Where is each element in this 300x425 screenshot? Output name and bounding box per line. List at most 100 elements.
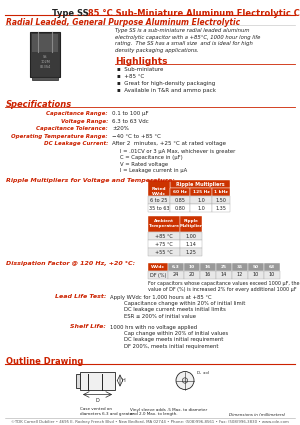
Bar xyxy=(170,187,190,196)
Bar xyxy=(200,263,216,270)
Bar xyxy=(264,263,280,270)
Text: value of DF (%) is increased 2% for every additional 1000 μF: value of DF (%) is increased 2% for ever… xyxy=(148,287,296,292)
Bar xyxy=(32,77,58,80)
Text: Type SS: Type SS xyxy=(52,9,88,18)
Text: 14: 14 xyxy=(221,272,227,278)
Text: Outline Drawing: Outline Drawing xyxy=(6,357,83,366)
Bar xyxy=(148,240,180,247)
Text: 1.25: 1.25 xyxy=(186,249,196,255)
Bar xyxy=(212,187,230,196)
Text: 1000 hrs with no voltage applied: 1000 hrs with no voltage applied xyxy=(110,325,197,329)
Text: 1.0: 1.0 xyxy=(197,198,205,202)
Text: Vinyl sleeve adds .5 Max. to diameter
and 2.0 Max. to length.: Vinyl sleeve adds .5 Max. to diameter an… xyxy=(130,408,207,416)
Text: ESR ≤ 200% of initial value: ESR ≤ 200% of initial value xyxy=(124,314,196,319)
Text: Capacitance Range:: Capacitance Range: xyxy=(46,111,108,116)
Bar xyxy=(170,204,190,212)
Text: +75 °C: +75 °C xyxy=(155,241,173,246)
Text: D, ±d: D, ±d xyxy=(197,371,209,376)
Bar xyxy=(148,204,170,212)
Bar xyxy=(30,32,60,77)
Bar xyxy=(248,270,264,278)
Text: Dissipation Factor @ 120 Hz, +20 °C:: Dissipation Factor @ 120 Hz, +20 °C: xyxy=(6,261,135,266)
Text: 12: 12 xyxy=(237,272,243,278)
Text: Lead Life Test:: Lead Life Test: xyxy=(55,295,106,300)
Text: D: D xyxy=(96,397,99,402)
Bar xyxy=(148,179,170,196)
Text: Ripple
Multiplier: Ripple Multiplier xyxy=(179,219,203,228)
Text: 1.0: 1.0 xyxy=(197,206,205,210)
Text: Operating Temperature Range:: Operating Temperature Range: xyxy=(11,133,108,139)
Text: 10: 10 xyxy=(189,265,195,269)
Text: 10: 10 xyxy=(253,272,259,278)
Bar xyxy=(148,215,180,232)
Text: 35: 35 xyxy=(237,265,243,269)
Text: density packaging applications.: density packaging applications. xyxy=(115,48,199,53)
Text: Type SS is a sub-miniature radial leaded aluminum: Type SS is a sub-miniature radial leaded… xyxy=(115,28,250,33)
Text: 0.1 to 100 μF: 0.1 to 100 μF xyxy=(112,111,148,116)
Text: 0.85: 0.85 xyxy=(175,198,185,202)
Text: DF 200%, meets initial requirement: DF 200%, meets initial requirement xyxy=(124,344,218,349)
Bar xyxy=(184,263,200,270)
Bar xyxy=(212,204,230,212)
Text: 85 °C Sub-Miniature Aluminum Electrolytic Capacitors: 85 °C Sub-Miniature Aluminum Electrolyti… xyxy=(85,9,300,18)
Text: I = .01CV or 3 μA Max, whichever is greater: I = .01CV or 3 μA Max, whichever is grea… xyxy=(120,148,236,153)
Text: DF (%): DF (%) xyxy=(150,272,166,278)
Text: C = Capacitance in (μF): C = Capacitance in (μF) xyxy=(120,155,183,160)
Bar xyxy=(200,270,216,278)
Bar xyxy=(190,196,212,204)
Bar xyxy=(148,270,168,278)
Text: ±20%: ±20% xyxy=(112,126,129,131)
Text: DC leakage current meets initial limits: DC leakage current meets initial limits xyxy=(124,308,226,312)
Text: ▪  Available in T&R and ammo pack: ▪ Available in T&R and ammo pack xyxy=(117,88,216,93)
Text: DC Leakage Current:: DC Leakage Current: xyxy=(44,141,108,146)
Text: Case vented on
diameters 6.3 and greater: Case vented on diameters 6.3 and greater xyxy=(80,408,134,416)
Text: For capacitors whose capacitance values exceed 1000 μF, the: For capacitors whose capacitance values … xyxy=(148,281,299,286)
Text: 16: 16 xyxy=(205,272,211,278)
Bar xyxy=(216,263,232,270)
Bar xyxy=(168,270,184,278)
Bar xyxy=(216,270,232,278)
Text: 0.80: 0.80 xyxy=(175,206,185,210)
Text: Rated
WVdc: Rated WVdc xyxy=(152,187,166,196)
Text: 1 kHz: 1 kHz xyxy=(214,190,228,193)
Text: Voltage Range:: Voltage Range: xyxy=(61,119,108,124)
Text: Cap change within 20% of initial values: Cap change within 20% of initial values xyxy=(124,331,228,336)
Bar xyxy=(190,204,212,212)
Text: 1.50: 1.50 xyxy=(216,198,226,202)
Bar xyxy=(80,371,115,389)
Bar xyxy=(148,232,180,240)
Text: DC leakage meets initial requirement: DC leakage meets initial requirement xyxy=(124,337,224,343)
Text: 20: 20 xyxy=(189,272,195,278)
Bar xyxy=(76,374,80,388)
Bar xyxy=(148,196,170,204)
Text: 16: 16 xyxy=(205,265,211,269)
Text: Ripple Multipliers: Ripple Multipliers xyxy=(176,181,224,187)
Bar xyxy=(170,196,190,204)
Bar xyxy=(148,263,168,270)
Text: 6.3 to 63 Vdc: 6.3 to 63 Vdc xyxy=(112,119,149,124)
Bar xyxy=(180,232,202,240)
Text: Radial Leaded, General Purpose Aluminum Electrolytic: Radial Leaded, General Purpose Aluminum … xyxy=(6,18,240,27)
Text: −40 °C to +85 °C: −40 °C to +85 °C xyxy=(112,133,161,139)
Bar xyxy=(180,240,202,247)
Text: ▪  Great for high-density packaging: ▪ Great for high-density packaging xyxy=(117,81,215,86)
Text: Specifications: Specifications xyxy=(6,100,72,109)
Text: ▪  Sub-miniature: ▪ Sub-miniature xyxy=(117,67,164,72)
Bar xyxy=(180,215,202,232)
Circle shape xyxy=(176,371,194,389)
Bar xyxy=(148,247,180,255)
Text: H: H xyxy=(122,378,126,383)
Text: 1.14: 1.14 xyxy=(186,241,196,246)
Bar xyxy=(32,34,58,52)
Text: After 2  minutes, +25 °C at rated voltage: After 2 minutes, +25 °C at rated voltage xyxy=(112,141,226,146)
Bar xyxy=(168,263,184,270)
Text: Capacitance Tolerance:: Capacitance Tolerance: xyxy=(36,126,108,131)
Bar xyxy=(190,187,212,196)
Text: 50: 50 xyxy=(253,265,259,269)
Bar xyxy=(170,179,230,187)
Text: Ripple Multipliers for Voltage and Temperature:: Ripple Multipliers for Voltage and Tempe… xyxy=(6,178,175,182)
Text: electrolytic capacitor with a +85°C, 1000 hour long life: electrolytic capacitor with a +85°C, 100… xyxy=(115,34,260,40)
Text: 10: 10 xyxy=(269,272,275,278)
Text: 125 Hz: 125 Hz xyxy=(193,190,209,193)
Text: Capacitance change within 20% of initial limit: Capacitance change within 20% of initial… xyxy=(124,301,245,306)
